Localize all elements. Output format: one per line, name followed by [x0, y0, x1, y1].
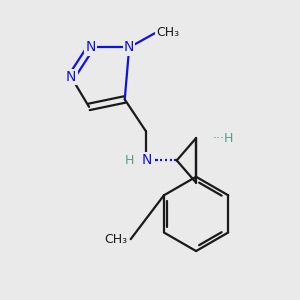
- Text: N: N: [142, 153, 152, 167]
- Text: N: N: [66, 70, 76, 84]
- Text: H: H: [124, 154, 134, 167]
- Text: CH₃: CH₃: [105, 233, 128, 246]
- Text: CH₃: CH₃: [156, 26, 179, 39]
- Text: N: N: [85, 40, 96, 55]
- Text: ···H: ···H: [212, 132, 234, 145]
- Text: N: N: [124, 40, 134, 55]
